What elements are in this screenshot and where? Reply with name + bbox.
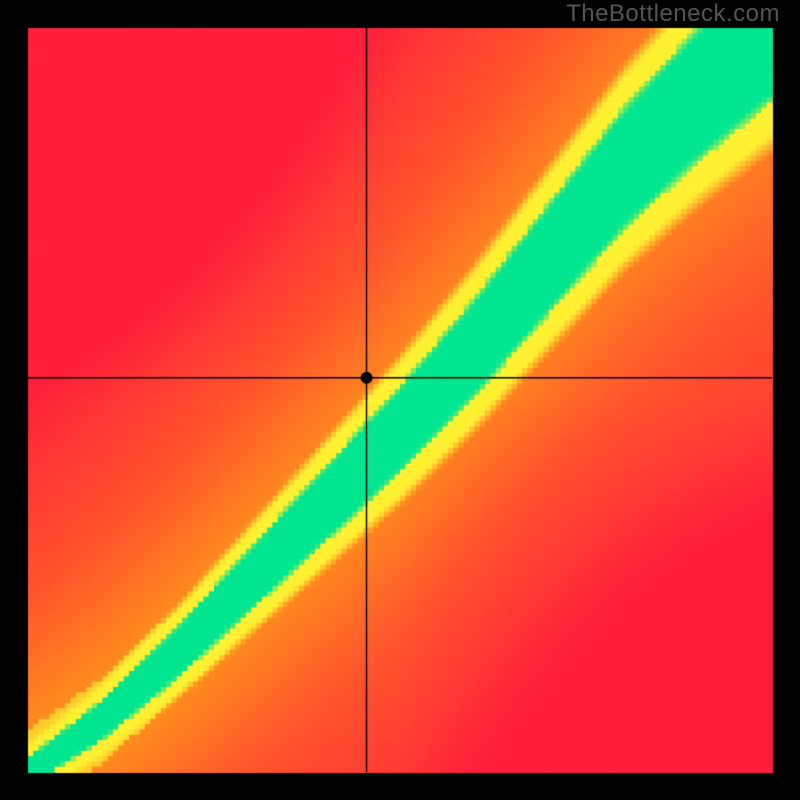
watermark-text: TheBottleneck.com <box>566 0 780 28</box>
chart-container: TheBottleneck.com <box>0 0 800 800</box>
bottleneck-heatmap-canvas <box>0 0 800 800</box>
